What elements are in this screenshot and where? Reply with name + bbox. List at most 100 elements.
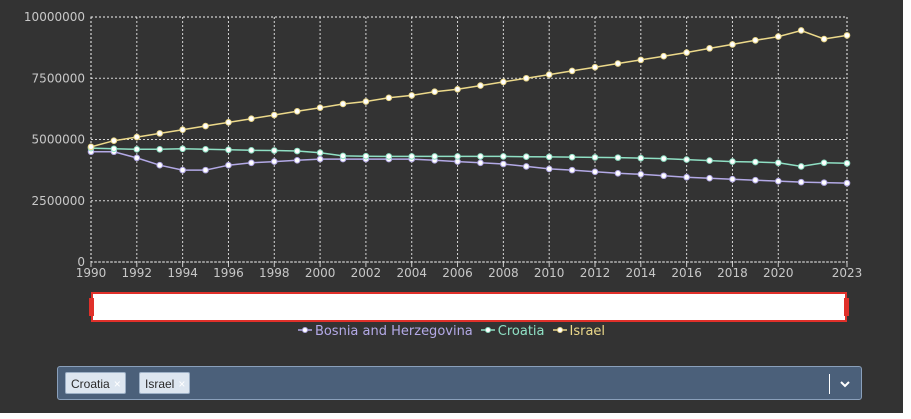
data-point (385, 94, 393, 102)
data-point (706, 157, 713, 164)
chip-croatia[interactable]: Croatia × (65, 372, 126, 394)
y-tick-label: 0 (77, 255, 85, 269)
data-point (820, 179, 828, 186)
data-point (545, 71, 553, 78)
data-point (843, 159, 851, 167)
data-point (683, 156, 690, 163)
data-point (316, 149, 324, 157)
data-point (293, 157, 301, 164)
data-point (202, 166, 209, 174)
legend-marker-icon (297, 327, 312, 333)
data-point (637, 154, 645, 162)
data-point (293, 147, 301, 155)
data-point (431, 153, 438, 160)
data-point (225, 146, 232, 154)
data-point (660, 155, 668, 162)
data-point (522, 74, 530, 82)
data-point (591, 168, 599, 176)
data-point (820, 159, 828, 167)
data-point (362, 98, 370, 105)
data-point (179, 126, 186, 133)
legend-item[interactable]: Israel (552, 324, 605, 339)
legend-label: Bosnia and Herzegovina (314, 324, 473, 339)
data-point (591, 154, 599, 161)
x-tick-label: 1996 (213, 266, 244, 280)
x-tick-label: 2014 (626, 266, 657, 280)
data-point (202, 146, 209, 153)
data-point (614, 170, 622, 177)
data-point (202, 122, 209, 130)
legend-marker-icon (552, 327, 567, 333)
data-point (316, 104, 324, 111)
range-navigator (91, 292, 847, 322)
series-line (90, 29, 848, 148)
country-multiselect[interactable]: Croatia × Israel × (57, 366, 862, 400)
data-point (545, 165, 553, 173)
data-point (408, 153, 416, 160)
data-point (385, 153, 393, 160)
chip-remove-icon[interactable]: × (178, 377, 186, 391)
x-tick-label: 2008 (488, 266, 519, 280)
legend-item[interactable]: Croatia (480, 324, 545, 339)
data-point (591, 63, 599, 71)
data-point (431, 88, 438, 96)
data-point (133, 154, 141, 162)
chip-label: Croatia (71, 377, 110, 391)
range-handle-left (89, 298, 94, 316)
data-point (477, 159, 484, 167)
plot-border (90, 16, 848, 263)
data-point (500, 153, 507, 160)
data-point (454, 153, 461, 160)
data-point (362, 152, 370, 160)
x-tick-label: 2012 (580, 266, 611, 280)
data-point (843, 32, 851, 39)
chip-israel[interactable]: Israel × (139, 372, 191, 394)
data-point (729, 41, 736, 48)
data-point (797, 178, 805, 186)
data-point (156, 146, 164, 153)
range-handle-right (844, 298, 849, 316)
data-point (500, 78, 507, 86)
legend-marker-icon (480, 327, 495, 333)
data-point (110, 145, 118, 153)
data-point (706, 45, 713, 52)
data-point (248, 159, 255, 167)
data-point (774, 159, 782, 167)
data-point (545, 153, 553, 161)
x-tick-label: 2004 (396, 266, 427, 280)
x-tick-label: 1994 (167, 266, 198, 280)
chip-remove-icon[interactable]: × (113, 377, 121, 391)
x-tick-label: 1998 (259, 266, 290, 280)
legend-item[interactable]: Bosnia and Herzegovina (297, 324, 473, 339)
data-point (568, 153, 576, 161)
data-point (637, 56, 645, 64)
data-point (752, 36, 759, 44)
data-point (729, 158, 736, 165)
x-tick-label: 2000 (305, 266, 336, 280)
x-tick-label: 2006 (442, 266, 473, 280)
x-tick-label: 2023 (832, 266, 863, 280)
data-point (477, 153, 484, 160)
data-point (133, 146, 141, 153)
x-tick-label: 1990 (76, 266, 107, 280)
y-tick-label: 10000000 (24, 10, 85, 24)
data-point (522, 153, 530, 160)
data-point (568, 67, 576, 75)
data-point (729, 175, 736, 183)
data-point (752, 158, 759, 166)
data-point (179, 166, 186, 174)
data-point (179, 145, 186, 153)
data-point (637, 170, 645, 178)
chevron-down-icon[interactable] (839, 378, 851, 390)
data-point (225, 161, 232, 169)
y-tick-label: 5000000 (32, 133, 85, 147)
data-point (843, 179, 851, 187)
data-point (614, 154, 622, 161)
data-point (293, 108, 301, 115)
chart-svg: 1990 1992 1994 1996 1998 2000 2002 2004 2006 2008… (24, 10, 863, 322)
data-point (500, 160, 507, 168)
legend: Bosnia and Herzegovina Croatia Israel (0, 324, 903, 339)
chart-panel: 1990 1992 1994 1996 1998 2000 2002 2004 2006 2008… (0, 0, 903, 413)
x-tick-label: 2010 (534, 266, 565, 280)
data-point (774, 33, 782, 40)
